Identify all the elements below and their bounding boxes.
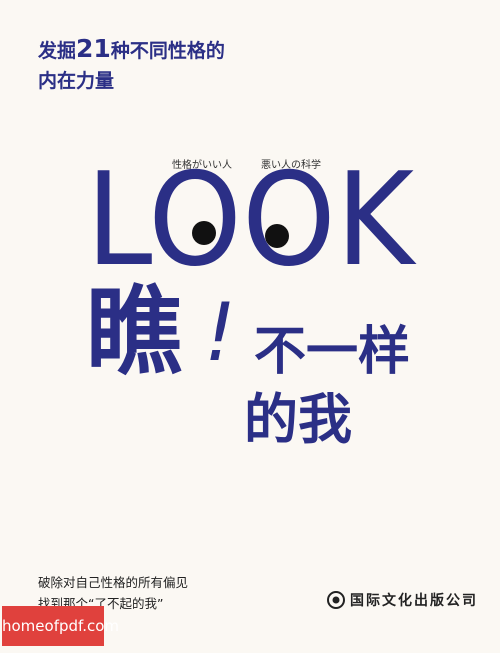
publisher: 国际文化出版公司 <box>350 593 478 609</box>
tagline-number: 21 <box>76 34 111 63</box>
title-en: LOOK <box>86 160 417 280</box>
publisher-logo <box>327 591 345 609</box>
tagline-line1: 发掘21种不同性格的 <box>38 34 225 63</box>
title-mark: ! <box>204 286 237 379</box>
tagline-part: 种不同性格的 <box>110 40 225 62</box>
watermark: homeofpdf.com <box>2 606 119 646</box>
subtitle: 悪い人の科学 <box>261 160 321 171</box>
look-logo: LOOK <box>86 160 417 280</box>
title-line2: 的我 <box>244 388 352 451</box>
eye-pupil <box>265 224 289 248</box>
title-line1: 不一样 <box>254 322 411 382</box>
tagline-line2: 内在力量 <box>38 70 115 92</box>
subtitle: 性格がいい人 <box>172 160 232 171</box>
tagline-part: 发掘 <box>38 40 77 62</box>
eye-pupil <box>192 221 216 245</box>
title-main: 瞧 <box>86 276 182 388</box>
blurb: 破除对自己性格的所有偏见 <box>38 575 189 590</box>
